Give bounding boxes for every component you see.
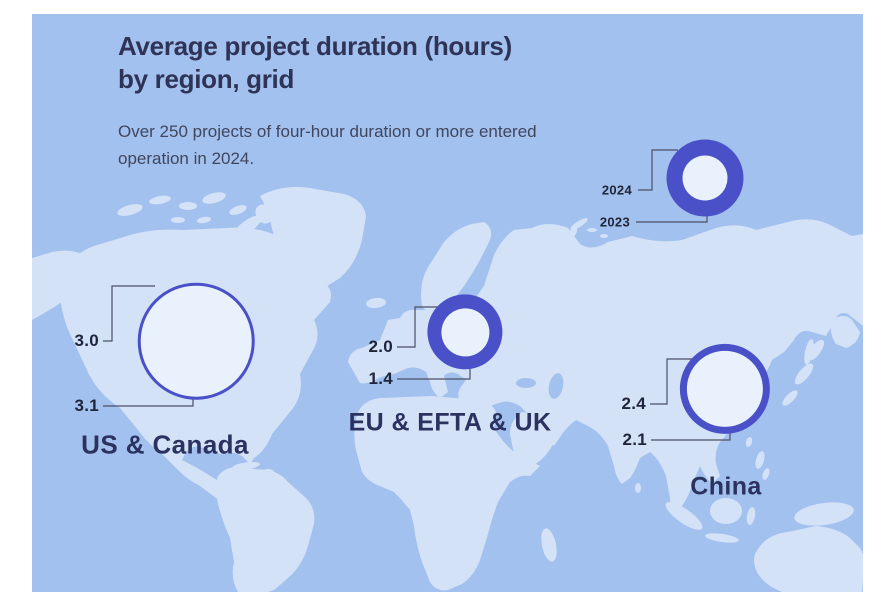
region-bubble-inner	[440, 307, 490, 357]
landmass-oceania	[665, 437, 863, 592]
region-bubble-us-canada	[137, 282, 255, 400]
landmass-south-america	[216, 467, 315, 592]
region-bubble-inner	[686, 350, 764, 428]
region-bubble-inner	[140, 285, 252, 397]
legend-inner-label: 2023	[599, 214, 630, 230]
landmass-africa	[354, 396, 557, 591]
legend-bubble	[666, 139, 744, 217]
value-label-us-2024: 3.0	[74, 331, 99, 350]
region-bubble-eu-efta-uk	[427, 294, 503, 370]
region-bubble-china	[679, 343, 771, 435]
value-label-china-2023: 2.1	[622, 430, 647, 449]
value-label-us-2023: 3.1	[74, 396, 99, 415]
region-name-china: China	[690, 472, 762, 501]
landmass-greenland	[260, 187, 386, 309]
chart-subtitle: Over 250 projects of four-hour duration …	[118, 122, 537, 168]
chart-title: Average project duration (hours) by regi…	[118, 31, 512, 94]
chart-card: Average project duration (hours) by regi…	[32, 14, 863, 592]
inland-seas	[516, 373, 564, 399]
legend-ring-label: 2024	[601, 182, 632, 198]
region-name-eu-efta-uk: EU & EFTA & UK	[348, 408, 552, 437]
legend-bubble-inner	[682, 155, 728, 201]
value-label-eu-2024: 2.0	[368, 337, 393, 356]
region-name-us-canada: US & Canada	[81, 429, 249, 460]
value-label-eu-2023: 1.4	[368, 369, 393, 388]
value-label-china-2024: 2.4	[621, 394, 646, 413]
